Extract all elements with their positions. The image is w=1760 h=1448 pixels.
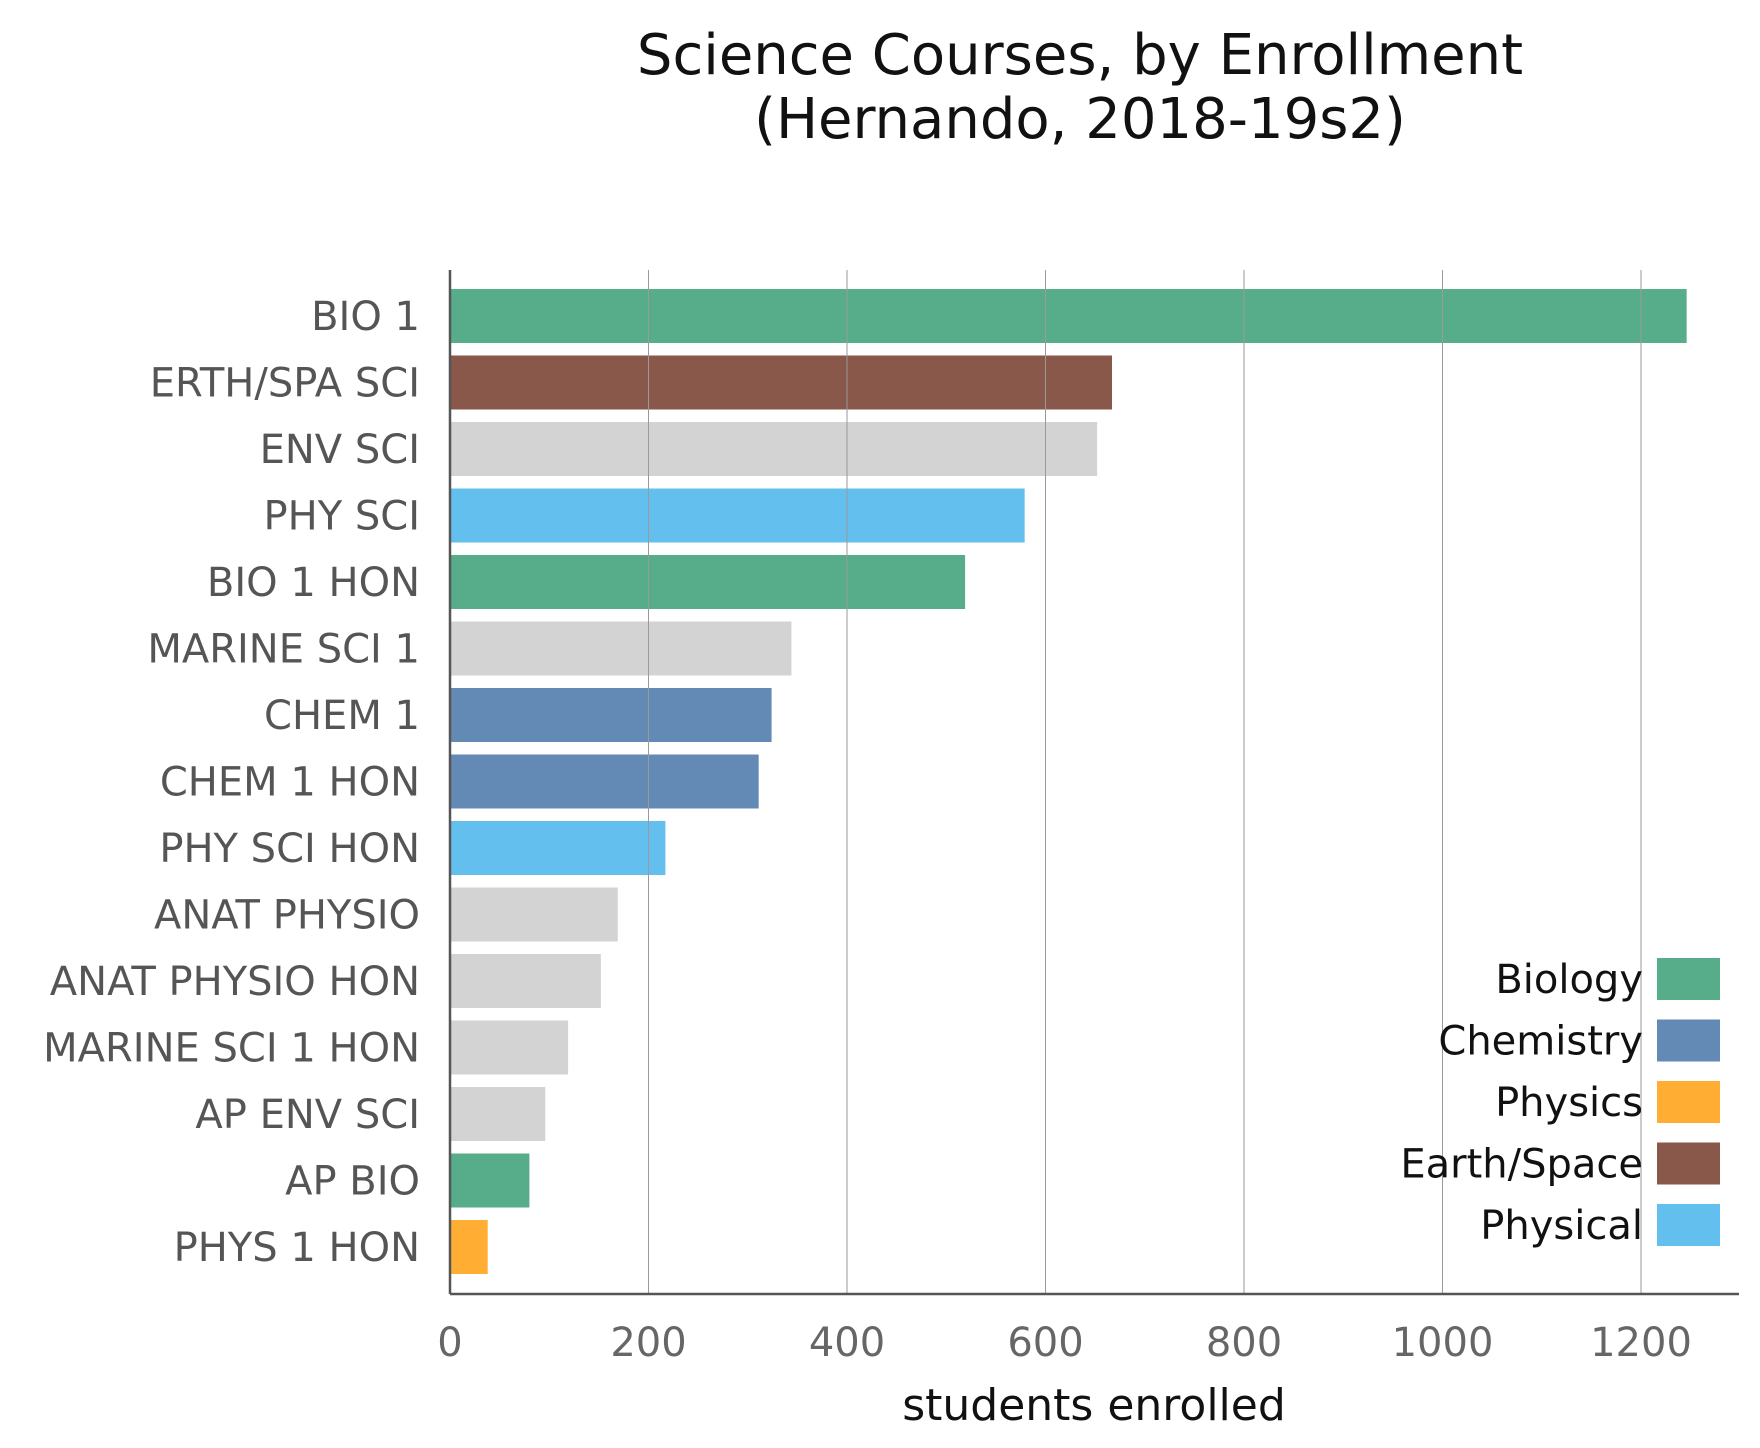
category-labels: BIO 1 ERTH/SPA SCI ENV SCI PHY SCI BIO 1 HON… bbox=[43, 294, 420, 1271]
bar-chem-1-hon bbox=[450, 754, 759, 809]
y-category-label: CHEM 1 HON bbox=[160, 760, 420, 806]
bar-phy-sci-hon bbox=[450, 821, 666, 875]
y-category-label: AP BIO bbox=[285, 1159, 420, 1205]
x-tick-label: 0 bbox=[437, 1320, 462, 1366]
legend-label: Biology bbox=[1495, 957, 1643, 1003]
y-category-label: BIO 1 HON bbox=[207, 560, 420, 606]
bar-marine-sci-1-hon bbox=[450, 1020, 569, 1075]
chart-title-line-2: (Hernando, 2018-19s2) bbox=[754, 87, 1406, 152]
gridlines bbox=[648, 270, 1642, 1294]
y-category-label: BIO 1 bbox=[311, 294, 420, 340]
x-tick-label: 1000 bbox=[1392, 1320, 1494, 1366]
y-category-label: ERTH/SPA SCI bbox=[150, 361, 420, 407]
legend: Biology Chemistry Physics Earth/Space Physic… bbox=[1400, 957, 1720, 1249]
bar-anat-physio-hon bbox=[450, 954, 601, 1008]
bar-phys-1-hon bbox=[450, 1220, 488, 1274]
bar-marine-sci-1 bbox=[450, 621, 792, 676]
bar-chem-1 bbox=[450, 688, 772, 742]
y-category-label: PHY SCI HON bbox=[159, 826, 420, 872]
y-category-label: MARINE SCI 1 bbox=[147, 627, 420, 673]
legend-swatch-chemistry bbox=[1657, 1019, 1720, 1062]
legend-swatch-physical bbox=[1657, 1204, 1720, 1246]
bars bbox=[450, 289, 1687, 1274]
bar-ap-bio bbox=[450, 1153, 530, 1208]
legend-label: Physical bbox=[1480, 1203, 1643, 1249]
bar-bio-1-hon bbox=[450, 555, 966, 609]
x-tick-labels: 0 200 400 600 800 1000 1200 bbox=[437, 1320, 1692, 1366]
legend-label: Physics bbox=[1495, 1080, 1643, 1126]
y-category-label: PHY SCI bbox=[264, 494, 420, 540]
bar-bio-1 bbox=[450, 289, 1687, 343]
chart-title-line-1: Science Courses, by Enrollment bbox=[637, 23, 1523, 88]
x-axis-title: students enrolled bbox=[902, 1380, 1286, 1431]
y-category-label: ENV SCI bbox=[260, 427, 420, 473]
y-category-label: MARINE SCI 1 HON bbox=[43, 1026, 420, 1072]
x-tick-label: 400 bbox=[809, 1320, 885, 1366]
bar-ap-env-sci bbox=[450, 1087, 546, 1141]
legend-swatch-earth-space bbox=[1657, 1142, 1720, 1185]
y-category-label: ANAT PHYSIO HON bbox=[50, 959, 420, 1005]
x-tick-label: 1200 bbox=[1590, 1320, 1692, 1366]
x-tick-label: 600 bbox=[1007, 1320, 1083, 1366]
bar-anat-physio bbox=[450, 887, 618, 942]
y-category-label: ANAT PHYSIO bbox=[154, 893, 420, 939]
x-tick-label: 800 bbox=[1206, 1320, 1282, 1366]
legend-swatch-biology bbox=[1657, 958, 1720, 1000]
bar-erth-spa-sci bbox=[450, 355, 1112, 410]
y-category-label: CHEM 1 bbox=[264, 693, 420, 739]
y-category-label: AP ENV SCI bbox=[195, 1092, 420, 1138]
legend-label: Earth/Space bbox=[1400, 1142, 1643, 1188]
bar-env-sci bbox=[450, 422, 1098, 476]
legend-label: Chemistry bbox=[1438, 1019, 1643, 1065]
legend-swatch-physics bbox=[1657, 1081, 1720, 1123]
x-tick-label: 200 bbox=[610, 1320, 686, 1366]
bar-phy-sci bbox=[450, 488, 1025, 543]
y-category-label: PHYS 1 HON bbox=[174, 1225, 420, 1271]
